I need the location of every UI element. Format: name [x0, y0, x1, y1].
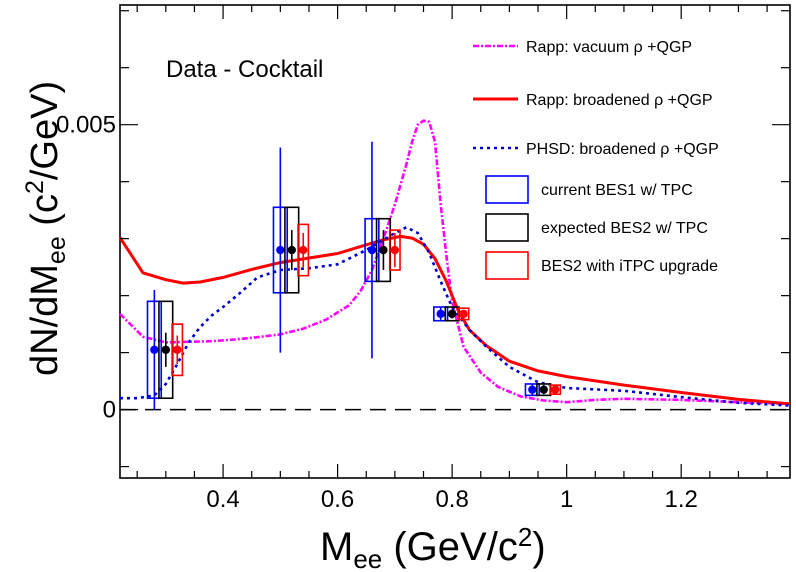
- x-tick-label: 0.6: [321, 486, 354, 513]
- x-tick-label: 1.2: [665, 486, 698, 513]
- y-axis-title-close: /GeV): [24, 81, 66, 180]
- y-tick-label: 0.005: [56, 112, 116, 139]
- x-axis-title-main: M: [320, 525, 353, 569]
- sys-box-bes2-with-itpc-upgrade: [297, 223, 310, 277]
- data-point-bes2-with-itpc-upgrade: [551, 385, 560, 394]
- legend-label: BES2 with iTPC upgrade: [541, 258, 718, 275]
- x-axis-title-sup: 2: [518, 522, 532, 552]
- x-tick-label: 1: [560, 486, 573, 513]
- measurement-layer: [146, 141, 562, 410]
- legend-label: expected BES2 w/ TPC: [541, 220, 708, 237]
- legend-box-expected-bes2-w-tpc: [485, 213, 529, 242]
- y-axis-title-main: dN/dM: [24, 264, 66, 376]
- y-axis-title: dN/dMee (c2/GeV): [21, 81, 71, 376]
- data-point-expected-bes2-w-tpc: [539, 385, 548, 394]
- sys-box-bes2-with-itpc-upgrade: [457, 307, 470, 321]
- data-point-expected-bes2-w-tpc: [379, 245, 388, 255]
- x-axis-title: Mee (GeV/c2): [320, 522, 546, 572]
- tick-layer: 0.4 0.6 0.8 1 1.2 0 0.005: [56, 5, 790, 513]
- plot-frame: [119, 4, 791, 479]
- data-point-current-bes1-w-tpc: [528, 385, 537, 394]
- x-axis-title-close: ): [532, 525, 545, 569]
- data-point-expected-bes2-w-tpc: [161, 345, 171, 354]
- legend-label: Rapp: broadened ρ +QGP: [526, 92, 713, 109]
- data-point-expected-bes2-w-tpc: [287, 245, 296, 255]
- y-axis-title-sub: ee: [43, 236, 71, 264]
- legend-label: current BES1 w/ TPC: [541, 182, 693, 199]
- x-tick-label: 0.4: [206, 486, 239, 513]
- sys-box-bes2-with-itpc-upgrade: [171, 323, 184, 377]
- x-tick-label: 0.8: [435, 486, 468, 513]
- data-point-current-bes1-w-tpc: [150, 345, 159, 354]
- sys-box-bes2-with-itpc-upgrade: [549, 384, 562, 396]
- x-axis-title-units: (GeV/c: [382, 525, 518, 569]
- legend-box-current-bes1-w-tpc: [485, 175, 529, 204]
- data-point-current-bes1-w-tpc: [367, 245, 377, 255]
- data-point-expected-bes2-w-tpc: [447, 309, 457, 319]
- legend-label: PHSD: broadened ρ +QGP: [526, 141, 719, 158]
- series-rapp-vacuum-qgp: [119, 119, 791, 406]
- y-axis-title-units: (c: [24, 194, 66, 236]
- data-point-bes2-with-itpc-upgrade: [459, 309, 468, 319]
- data-point-current-bes1-w-tpc: [276, 245, 285, 255]
- y-tick-label: 0: [103, 397, 116, 424]
- annotation-text: Data - Cocktail: [166, 56, 323, 83]
- x-axis-title-sub: ee: [353, 544, 382, 572]
- legend-label: Rapp: vacuum ρ +QGP: [526, 39, 692, 56]
- legend-box-bes2-with-itpc-upgrade: [485, 251, 529, 280]
- y-axis-title-sup: 2: [21, 180, 49, 194]
- data-point-bes2-with-itpc-upgrade: [390, 245, 400, 255]
- sys-box-bes2-with-itpc-upgrade: [388, 229, 401, 271]
- legend: Rapp: vacuum ρ +QGP Rapp: broadened ρ +QG…: [473, 39, 719, 280]
- series-rapp-broadened-qgp: [118, 234, 791, 406]
- data-point-bes2-with-itpc-upgrade: [299, 245, 308, 255]
- data-point-current-bes1-w-tpc: [436, 309, 445, 319]
- data-point-bes2-with-itpc-upgrade: [173, 345, 182, 354]
